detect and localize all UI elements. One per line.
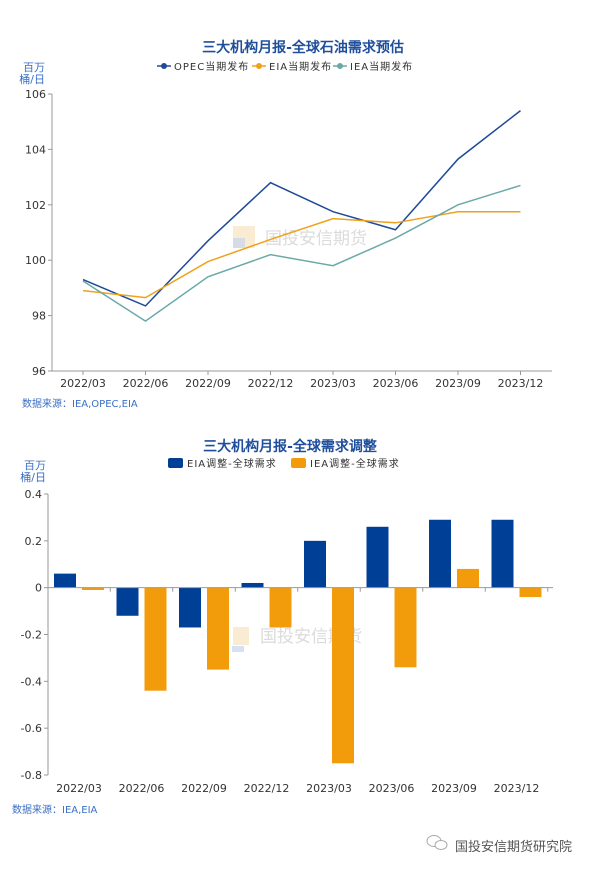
bar-EIA调整-全球需求-2022/09 [179, 587, 201, 628]
legend-marker [337, 63, 343, 69]
bar-IEA调整-全球需求-2023/03 [332, 587, 354, 764]
x-tick-label: 2022/03 [60, 377, 106, 390]
chart2-legend: EIA调整-全球需求 IEA调整-全球需求 [168, 457, 400, 470]
bar-IEA调整-全球需求-2022/12 [269, 587, 292, 628]
chart2-source: 数据来源：IEA,EIA [12, 803, 98, 816]
legend-swatch [291, 458, 306, 468]
chart1-y-axis-unit: 百万桶/日 [19, 61, 45, 86]
y-tick-label: 98 [32, 310, 46, 323]
x-tick-label: 2022/09 [181, 782, 227, 795]
chart2-title: 三大机构月报-全球需求调整 [203, 438, 378, 455]
chart1-title: 三大机构月报-全球石油需求预估 [202, 39, 404, 56]
wechat-icon [425, 834, 449, 856]
y-tick-label: -0.6 [21, 722, 42, 735]
x-tick-label: 2022/03 [56, 782, 102, 795]
y-tick-label: -0.4 [21, 675, 42, 688]
series-line-IEA当期发布 [82, 184, 521, 323]
legend-label: EIA调整-全球需求 [187, 457, 277, 470]
bar-EIA调整-全球需求-2023/03 [304, 540, 326, 588]
x-tick-label: 2022/09 [185, 377, 231, 390]
chart2-y-axis-unit: 百万桶/日 [20, 459, 46, 484]
y-tick-label: -0.8 [21, 769, 42, 782]
chart1-source: 数据来源：IEA,OPEC,EIA [22, 397, 138, 410]
footer-text: 国投安信期货研究院 [455, 839, 573, 855]
bar-EIA调整-全球需求-2022/06 [116, 587, 139, 616]
bar-IEA调整-全球需求-2022/06 [144, 587, 167, 691]
bar-EIA调整-全球需求-2023/06 [366, 526, 389, 588]
bar-IEA调整-全球需求-2023/06 [394, 587, 417, 668]
legend-swatch [168, 458, 183, 468]
x-tick-label: 2023/03 [310, 377, 356, 390]
chart2-plot: -0.8 -0.6 -0.4 -0.2 0 0.2 0.4 2022/03 2022/06 202… [21, 488, 553, 795]
series-line-EIA当期发布 [82, 210, 521, 299]
bar-EIA调整-全球需求-2022/12 [241, 582, 264, 588]
legend-label: EIA当期发布 [269, 60, 332, 73]
legend-marker [161, 63, 167, 69]
series-line-OPEC当期发布 [82, 110, 521, 307]
x-tick-label: 2023/06 [369, 782, 415, 795]
x-tick-label: 2023/12 [498, 377, 544, 390]
x-tick-label: 2022/06 [119, 782, 165, 795]
x-tick-label: 2023/03 [306, 782, 352, 795]
footer: 国投安信期货研究院 [425, 834, 572, 856]
y-tick-label: 106 [25, 88, 46, 101]
x-tick-label: 2022/06 [123, 377, 169, 390]
legend-label: OPEC当期发布 [174, 60, 249, 73]
y-tick-label: 102 [25, 199, 46, 212]
y-tick-label: 0.4 [25, 488, 43, 501]
y-tick-label: 96 [32, 365, 46, 378]
chart1-watermark: 国投安信期货 [233, 226, 367, 249]
y-tick-label: 0 [35, 582, 42, 595]
bar-IEA调整-全球需求-2022/03 [82, 587, 104, 591]
x-tick-label: 2023/06 [373, 377, 419, 390]
y-tick-label: 0.2 [25, 535, 43, 548]
chart1-legend: OPEC当期发布 EIA当期发布 IEA当期发布 [157, 60, 413, 73]
svg-text:国投安信期货: 国投安信期货 [265, 229, 367, 249]
y-tick-label: -0.2 [21, 629, 42, 642]
legend-label: IEA调整-全球需求 [310, 457, 400, 470]
x-tick-label: 2023/09 [431, 782, 477, 795]
bar-IEA调整-全球需求-2023/12 [519, 587, 542, 598]
bar-EIA调整-全球需求-2022/03 [54, 573, 76, 588]
bar-EIA调整-全球需求-2023/12 [491, 519, 514, 588]
x-tick-label: 2022/12 [244, 782, 290, 795]
bar-IEA调整-全球需求-2022/09 [207, 587, 229, 670]
bar-EIA调整-全球需求-2023/09 [429, 519, 451, 588]
y-tick-label: 104 [25, 143, 46, 156]
legend-label: IEA当期发布 [350, 60, 413, 73]
x-tick-label: 2023/12 [494, 782, 540, 795]
chart1-plot: 96 98 100 102 104 106 2022/03 2022/06 2022/09 202… [25, 88, 552, 390]
y-tick-label: 100 [25, 254, 46, 267]
x-tick-label: 2023/09 [435, 377, 481, 390]
legend-marker [256, 63, 262, 69]
bar-IEA调整-全球需求-2023/09 [457, 568, 479, 588]
x-tick-label: 2022/12 [248, 377, 294, 390]
